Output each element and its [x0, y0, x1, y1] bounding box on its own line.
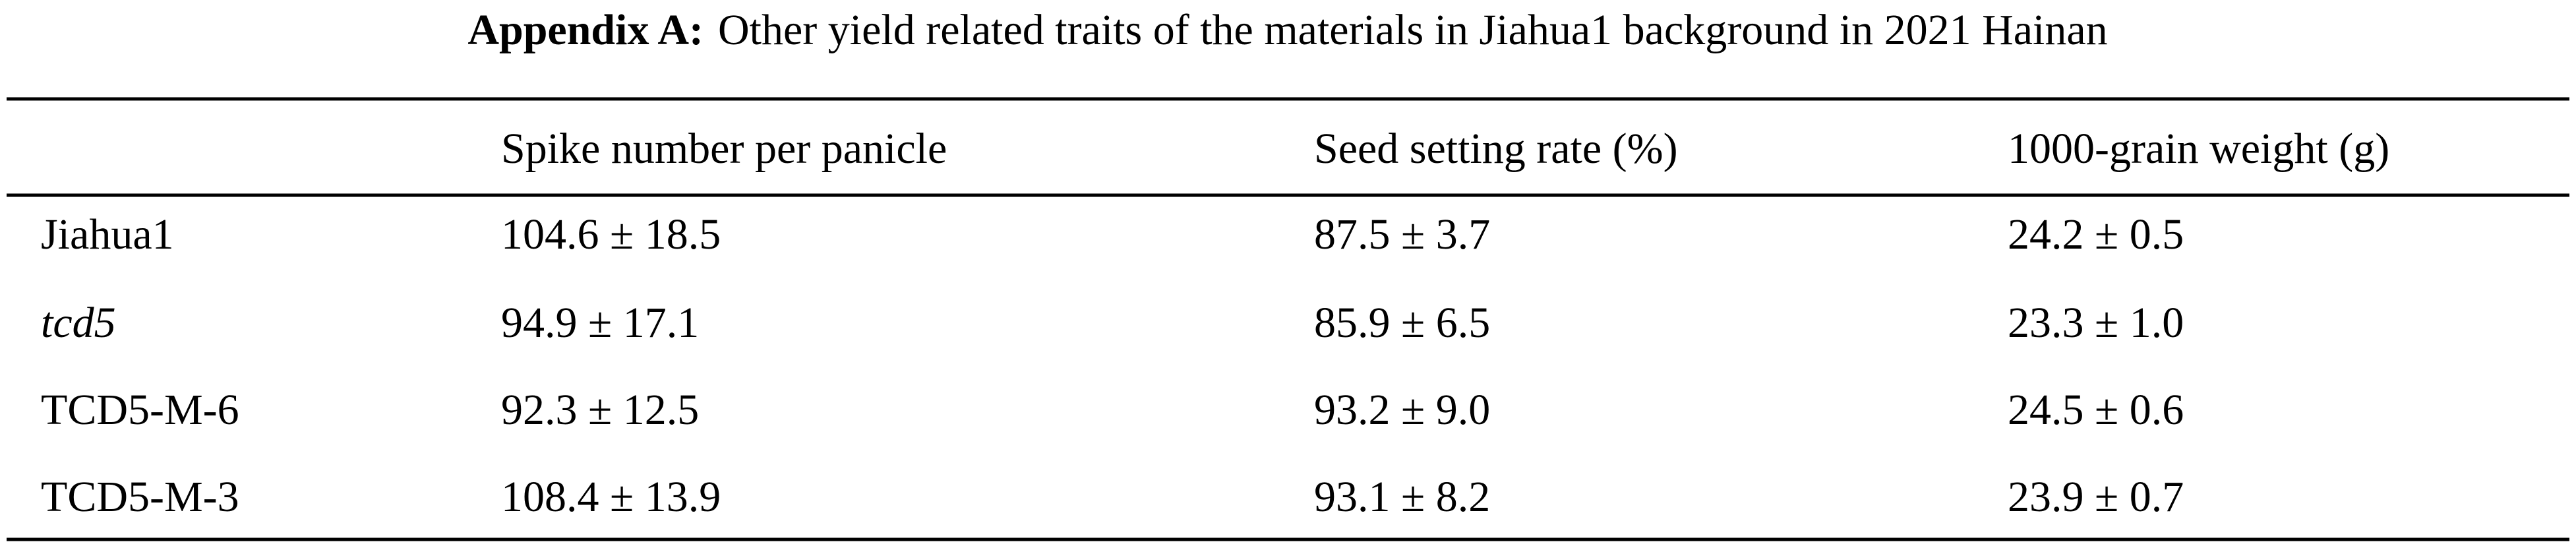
table-cell: 23.9 ± 0.7 [2008, 473, 2184, 521]
caption-label: Appendix A: [467, 6, 704, 54]
table-cell: 104.6 ± 18.5 [501, 210, 721, 259]
table-cell: 24.2 ± 0.5 [2008, 210, 2184, 259]
table-cell: 85.9 ± 6.5 [1314, 299, 1490, 347]
table-cell: 87.5 ± 3.7 [1314, 210, 1490, 259]
table-cell: 93.2 ± 9.0 [1314, 386, 1490, 434]
row-label: TCD5-M-6 [41, 386, 239, 434]
column-header: Seed setting rate (%) [1314, 125, 1678, 173]
column-header: Spike number per panicle [501, 125, 947, 173]
table-cell: 93.1 ± 8.2 [1314, 473, 1490, 521]
table-cell: 108.4 ± 13.9 [501, 473, 721, 521]
caption-text: Other yield related traits of the materi… [718, 6, 2108, 54]
row-label: Jiahua1 [41, 210, 174, 259]
table-cell: 23.3 ± 1.0 [2008, 299, 2184, 347]
caption: Appendix A: Other yield related traits of… [467, 6, 2107, 54]
table-cell: 92.3 ± 12.5 [501, 386, 699, 434]
row-label: TCD5-M-3 [41, 473, 239, 521]
table-cell: 94.9 ± 17.1 [501, 299, 699, 347]
table-cell: 24.5 ± 0.6 [2008, 386, 2184, 434]
column-header: 1000-grain weight (g) [2008, 125, 2389, 173]
row-label: tcd5 [41, 299, 116, 347]
